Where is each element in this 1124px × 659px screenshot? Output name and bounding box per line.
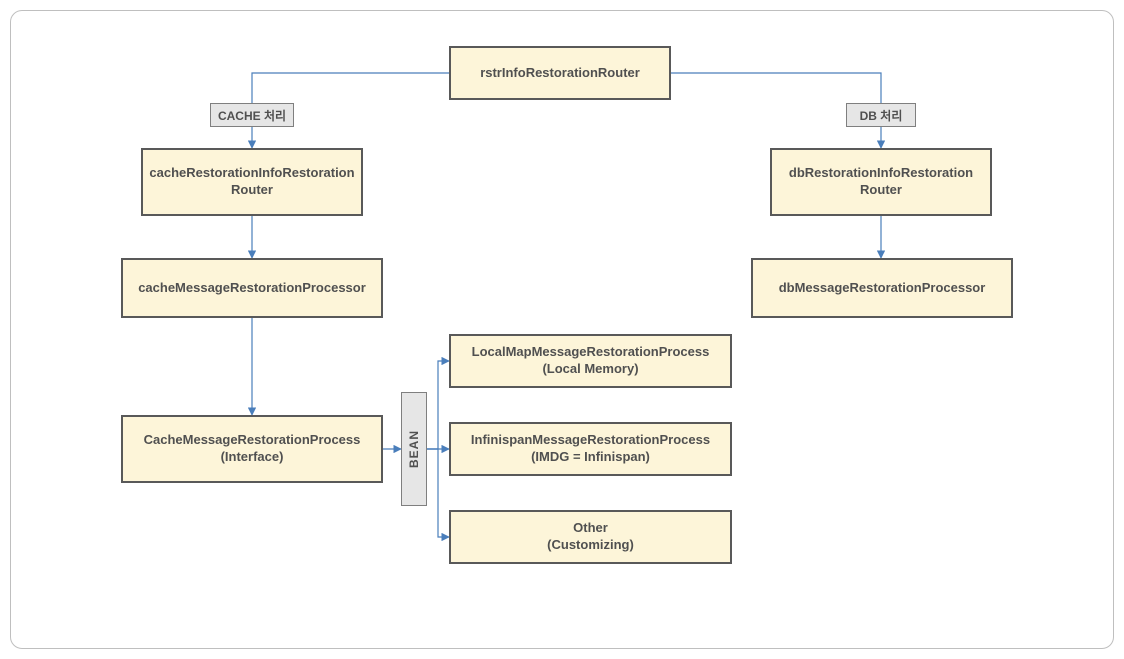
node-beanInfi: InfinispanMessageRestorationProcess (IMD… bbox=[449, 422, 732, 476]
node-beanOther: Other (Customizing) bbox=[449, 510, 732, 564]
node-cacheRouter: cacheRestorationInfoRestoration Router bbox=[141, 148, 363, 216]
node-dbProc: dbMessageRestorationProcessor bbox=[751, 258, 1013, 318]
node-cacheProc: cacheMessageRestorationProcessor bbox=[121, 258, 383, 318]
tag-tagCache: CACHE 처리 bbox=[210, 103, 294, 127]
tag-bean: BEAN bbox=[401, 392, 427, 506]
node-beanLocal: LocalMapMessageRestorationProcess (Local… bbox=[449, 334, 732, 388]
node-root: rstrInfoRestorationRouter bbox=[449, 46, 671, 100]
tag-tagDb: DB 처리 bbox=[846, 103, 916, 127]
node-dbRouter: dbRestorationInfoRestoration Router bbox=[770, 148, 992, 216]
node-cacheIface: CacheMessageRestorationProcess (Interfac… bbox=[121, 415, 383, 483]
diagram-container: rstrInfoRestorationRouter cacheRestoratio… bbox=[0, 0, 1124, 659]
